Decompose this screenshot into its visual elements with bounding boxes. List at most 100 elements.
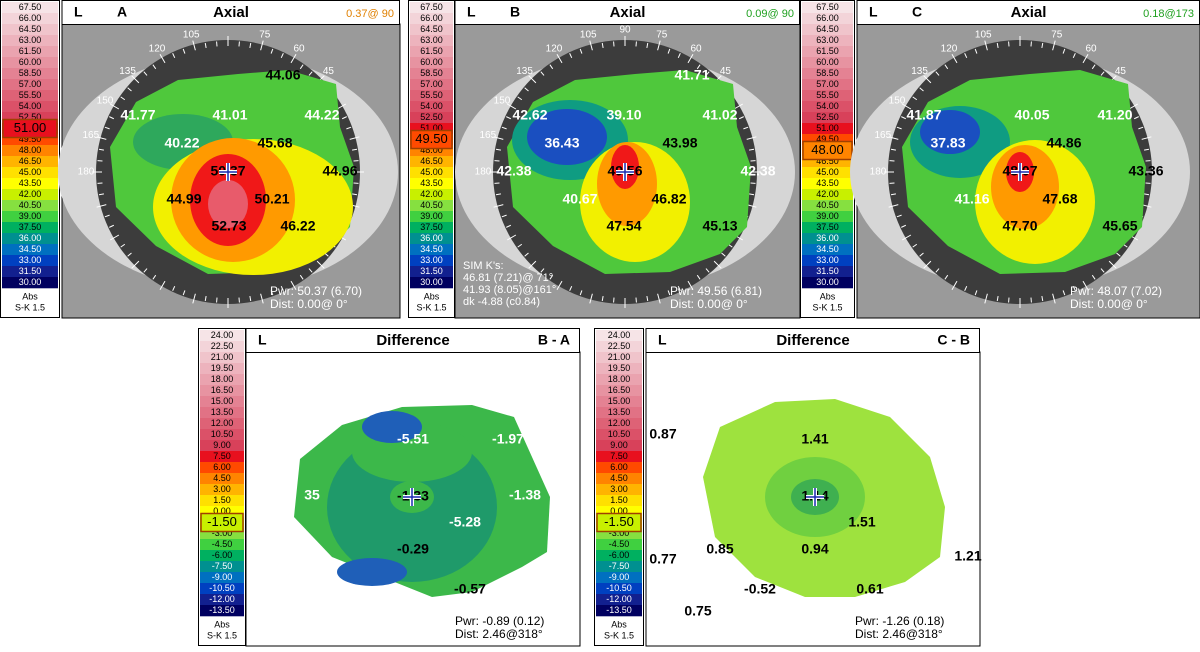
meridian-tick (172, 285, 176, 291)
meridian-label: 45 (1115, 66, 1127, 77)
meridian-tick (919, 252, 924, 257)
meridian-tick (351, 193, 358, 196)
scale-swatch (2, 112, 58, 124)
scale-swatch (200, 363, 244, 375)
eye-label: L (258, 332, 267, 348)
scale-label: 57.00 (19, 79, 42, 89)
meridian-tick (713, 260, 722, 269)
scale-label: 67.50 (420, 2, 443, 12)
panel-label: A (117, 4, 127, 20)
scale-swatch (802, 35, 853, 47)
scale-label: 10.50 (608, 429, 631, 439)
meridian-label: 150 (494, 96, 511, 107)
scale-label: 64.50 (816, 24, 839, 34)
meridian-tick (935, 71, 940, 76)
meridian-tick (1100, 71, 1105, 76)
scale-label: -3.00 (212, 528, 233, 538)
meridian-tick (109, 224, 115, 228)
scale-swatch (410, 167, 453, 179)
meridian-tick (495, 193, 502, 196)
scale-swatch (410, 266, 453, 278)
scale-label: 54.00 (420, 101, 443, 111)
meridian-tick (501, 214, 507, 218)
map-reading: 0.77 (649, 551, 676, 567)
scale-swatch (596, 605, 642, 617)
meridian-tick (1141, 136, 1152, 140)
scale-swatch (802, 2, 853, 14)
meridian-tick (912, 243, 918, 248)
meridian-tick (677, 285, 681, 291)
scale-swatch (802, 90, 853, 102)
meridian-tick (131, 75, 140, 84)
scale-swatch (596, 429, 642, 441)
scale-label: 63.00 (816, 35, 839, 45)
scale-swatch (410, 233, 453, 245)
meridian-tick (351, 148, 358, 151)
decentration: 0.37@ 90 (346, 8, 394, 20)
scale-label: 64.50 (19, 24, 42, 34)
scale-label: 43.50 (420, 178, 443, 188)
meridian-tick (951, 53, 958, 64)
scale-swatch (410, 101, 453, 113)
panel-header (245, 328, 580, 353)
scale-swatch (410, 90, 453, 102)
scale-label: 61.50 (19, 46, 42, 56)
panel-label: B (510, 4, 520, 20)
scale-step: S-K 1.5 (812, 302, 842, 312)
map-reading: 1.21 (954, 548, 981, 564)
map-reading: 44.86 (1046, 135, 1081, 151)
scale-label: 40.50 (816, 200, 839, 210)
scale-label: 58.50 (19, 68, 42, 78)
scale-label: 43.50 (816, 178, 839, 188)
scale-swatch (200, 561, 244, 573)
meridian-tick (260, 293, 264, 304)
scale-step: S-K 1.5 (604, 630, 634, 640)
meridian-tick (1041, 295, 1044, 302)
scale-marker: -1.50 (604, 514, 634, 529)
map-reading: 41.77 (120, 107, 155, 123)
scale-label: -6.00 (212, 550, 233, 560)
scale-label: 37.50 (420, 222, 443, 232)
meridian-tick (646, 295, 649, 302)
scale-label: 21.00 (211, 352, 234, 362)
scale-swatch (200, 396, 244, 408)
meridian-tick (540, 71, 545, 76)
meridian-tick (182, 48, 186, 54)
meridian-tick (1128, 103, 1139, 110)
scale-label: 45.00 (420, 167, 443, 177)
meridian-tick (748, 193, 755, 196)
meridian-label: 105 (183, 29, 200, 40)
scale-swatch (596, 385, 642, 397)
meridian-tick (346, 126, 352, 130)
scale-label: 13.50 (211, 407, 234, 417)
scale-swatch (410, 211, 453, 223)
meridian-tick (984, 40, 988, 51)
scale-swatch (802, 57, 853, 69)
scale-swatch (596, 572, 642, 584)
scale-label: 0.00 (213, 506, 231, 516)
scale-label: -3.00 (609, 528, 630, 538)
scale-label: 60.00 (420, 57, 443, 67)
meridian-label: 165 (479, 130, 496, 141)
scale-swatch (596, 352, 642, 364)
panel-header (61, 0, 400, 25)
meridian-tick (495, 148, 502, 151)
scale-swatch (410, 57, 453, 69)
scale-swatch (596, 484, 642, 496)
meridian-tick (888, 136, 899, 140)
meridian-tick (589, 293, 593, 304)
scale-label: 19.50 (211, 363, 234, 373)
meridian-tick (127, 87, 132, 92)
panel-title: Difference (376, 332, 449, 349)
scale-swatch (410, 13, 453, 25)
map-reading: 35 (304, 487, 320, 503)
scale-swatch (2, 266, 58, 278)
map-reading: -0.52 (744, 581, 776, 597)
scale-swatch (802, 101, 853, 113)
meridian-label: 120 (149, 44, 166, 55)
meridian-tick (935, 268, 940, 273)
scale-label: 0.00 (610, 506, 628, 516)
map-reading: 41.02 (702, 107, 737, 123)
scale-label: 12.00 (211, 418, 234, 428)
meridian-tick (549, 274, 554, 280)
